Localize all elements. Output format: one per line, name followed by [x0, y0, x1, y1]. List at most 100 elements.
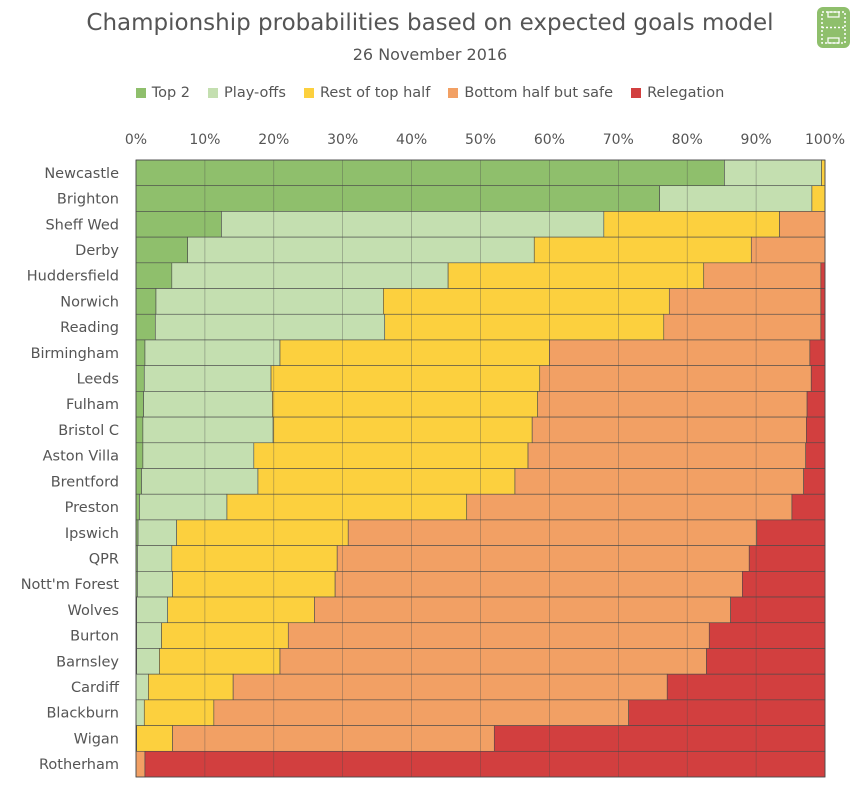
bar-segment — [141, 468, 259, 495]
bar-segment — [703, 262, 822, 289]
bar-segment — [171, 262, 449, 289]
category-label: Preston — [65, 500, 119, 516]
legend-label: Bottom half but safe — [464, 85, 614, 101]
bar-segment — [135, 416, 144, 444]
bar-segment — [806, 416, 826, 444]
legend-swatch — [631, 88, 642, 98]
bar-segment — [135, 185, 660, 212]
bar-segment — [514, 468, 804, 495]
legend-item: Bottom half but safe — [448, 85, 613, 101]
legend-label: Top 2 — [151, 85, 191, 101]
bar-segment — [270, 365, 541, 392]
bar-segment — [142, 416, 274, 444]
x-tick-label: 0% — [125, 132, 147, 148]
category-label: Blackburn — [46, 706, 119, 722]
legend-label: Relegation — [647, 85, 725, 101]
bar-segment — [334, 571, 743, 598]
bar-segment — [347, 519, 758, 546]
bar-segment — [779, 211, 826, 238]
category-label: Brentford — [51, 474, 119, 490]
bar-segment — [135, 442, 144, 469]
x-tick-label: 50% — [465, 132, 496, 148]
category-label: Sheff Wed — [45, 217, 119, 233]
bar-segment — [314, 596, 731, 624]
bar-segment — [139, 493, 228, 521]
bar-segment — [135, 750, 146, 778]
bar-segment — [135, 288, 157, 315]
legend-swatch — [135, 88, 146, 98]
bar-segment — [533, 236, 752, 264]
bar-segment — [750, 236, 826, 264]
bar-segment — [136, 725, 173, 752]
bar-segment — [221, 211, 605, 238]
bar-segment — [820, 262, 826, 289]
bar-segment — [144, 750, 826, 778]
bar-segment — [135, 211, 222, 238]
bar-segment — [257, 468, 516, 495]
category-label: Norwich — [60, 294, 119, 310]
bar-segment — [187, 236, 535, 264]
bar-segment — [821, 159, 826, 187]
bar-segment — [279, 339, 550, 366]
bar-segment — [791, 493, 826, 521]
category-label: Fulham — [66, 397, 119, 413]
bar-segment — [466, 493, 793, 521]
category-label: Cardiff — [71, 680, 120, 696]
bar-segment — [537, 391, 808, 418]
x-tick-label: 30% — [327, 132, 358, 148]
bar-segment — [527, 442, 807, 469]
bar-segment — [272, 416, 533, 444]
bar-segment — [742, 571, 826, 598]
category-label: QPR — [89, 551, 119, 567]
chart-title: Championship probabilities based on expe… — [86, 10, 774, 36]
chart-subtitle: 26 November 2016 — [352, 45, 508, 64]
bar-segment — [666, 673, 826, 701]
bar-segment — [135, 365, 145, 392]
bar-segment — [708, 622, 826, 649]
category-label: Burton — [70, 629, 119, 645]
x-tick-label: 100% — [805, 132, 845, 148]
bar-segment — [137, 519, 177, 546]
bar-segment — [493, 725, 826, 752]
bar-segment — [531, 416, 807, 444]
bar-segment — [135, 699, 145, 726]
bar-segment — [805, 442, 826, 469]
category-label: Ipswich — [65, 526, 119, 542]
bar-segment — [226, 493, 468, 521]
bar-segment — [148, 673, 234, 701]
bar-segment — [384, 313, 665, 341]
bar-segment — [803, 468, 826, 495]
bar-segment — [663, 313, 822, 341]
category-label: Huddersfield — [27, 269, 119, 285]
x-tick-label: 10% — [189, 132, 220, 148]
legend-item: Relegation — [631, 85, 724, 101]
bar-segment — [135, 262, 173, 289]
category-label: Brighton — [57, 192, 119, 208]
bar-segment — [810, 365, 826, 392]
bar-segment — [135, 391, 144, 418]
x-tick-label: 90% — [741, 132, 772, 148]
bar-segment — [811, 185, 826, 212]
category-label: Wigan — [74, 731, 119, 747]
bar-segment — [447, 262, 705, 289]
category-label: Leeds — [77, 372, 119, 388]
legend-label: Play-offs — [224, 85, 286, 101]
bar-segment — [820, 313, 826, 341]
category-label: Aston Villa — [43, 449, 119, 465]
bar-segment — [135, 236, 188, 264]
category-label: Reading — [60, 320, 119, 336]
bar-segment — [748, 545, 826, 572]
bar-segment — [272, 391, 538, 418]
category-label: Barnsley — [56, 654, 119, 670]
bar-segment — [668, 288, 822, 315]
bar-segment — [287, 622, 710, 649]
bar-segment — [144, 339, 281, 366]
bar-segment — [171, 545, 338, 572]
bar-segment — [756, 519, 826, 546]
bar-segment — [253, 442, 529, 469]
bar-segment — [155, 288, 384, 315]
bar-segment — [383, 288, 670, 315]
bar-segment — [136, 596, 168, 624]
category-label: Newcastle — [44, 166, 119, 182]
x-tick-label: 70% — [603, 132, 634, 148]
